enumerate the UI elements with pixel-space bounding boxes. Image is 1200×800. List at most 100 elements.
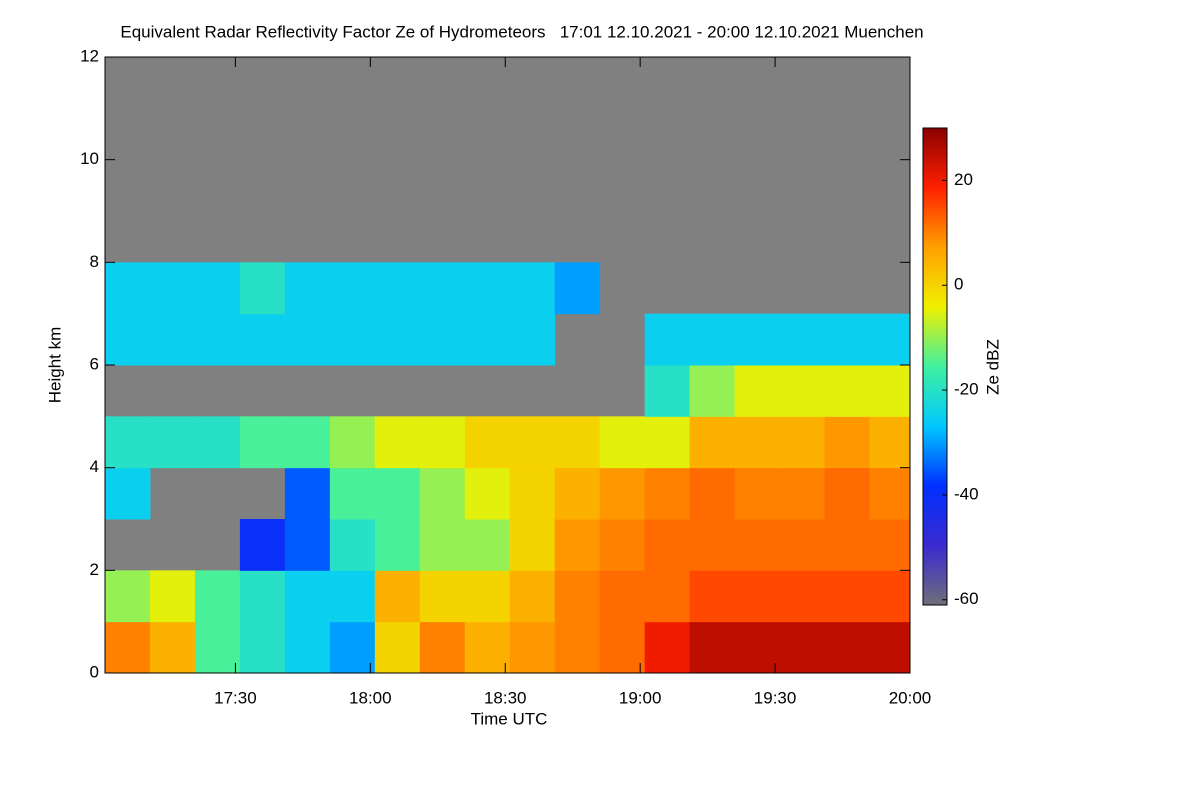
colorbar-label: Ze dBZ [983,339,1002,395]
heat-cell [194,416,241,469]
heat-cell [374,262,421,315]
heat-cell [419,621,466,674]
heat-cell [284,621,331,674]
heat-cell [734,365,781,417]
heat-cell [869,467,911,520]
heat-cell [644,416,691,469]
heat-cell [284,519,331,571]
heat-cell [374,570,421,623]
heat-cell [869,416,911,469]
heat-cell [509,621,556,674]
x-tick-label: 18:30 [484,688,527,707]
heat-cell [419,262,466,315]
heat-cell [149,570,196,623]
heat-cell [329,621,376,674]
heat-cell [689,467,736,520]
heat-cell [284,570,331,623]
y-tick-label: 0 [90,662,99,681]
heat-cell [419,313,466,366]
heat-cell [734,570,781,623]
heat-cell [374,621,421,674]
colorbar-tick-label: -20 [954,380,979,399]
x-tick-label: 20:00 [889,688,932,707]
heat-cell [419,519,466,571]
heat-cell [329,570,376,623]
heat-cell [824,467,871,520]
heat-cell [689,621,736,674]
heat-cell [779,416,826,469]
heat-cell [734,467,781,520]
colorbar [922,127,948,606]
heat-cell [779,365,826,417]
heat-cell [329,467,376,520]
heat-cell [644,570,691,623]
heat-cell [105,416,151,469]
heat-cell [149,621,196,674]
heat-cell [599,519,646,571]
heat-cell [284,416,331,469]
heat-cell [869,570,911,623]
heat-cell [374,467,421,520]
heat-cell [599,416,646,469]
x-axis-label: Time UTC [471,709,548,728]
colorbar-tick-label: -60 [954,589,979,608]
heat-cell [824,621,871,674]
heat-cell [509,262,556,315]
heat-cell [194,621,241,674]
heat-cell [374,519,421,571]
heat-cell [105,467,151,520]
heat-cell [689,313,736,366]
heat-cell [599,570,646,623]
heat-cell [149,416,196,469]
heat-cell [509,416,556,469]
heat-cell [644,519,691,571]
y-tick-label: 8 [90,252,99,271]
y-tick-label: 10 [80,149,99,168]
heat-cell [239,570,286,623]
colorbar-tick-label: 20 [954,170,973,189]
heat-cell [194,313,241,366]
heat-cell [149,262,196,315]
heat-cell [689,416,736,469]
heat-cell [105,621,151,674]
heat-cell [239,313,286,366]
heat-cell [464,262,511,315]
heat-cell [644,365,691,417]
y-tick-label: 6 [90,354,99,373]
chart-title: Equivalent Radar Reflectivity Factor Ze … [120,22,923,41]
heat-cell [554,519,601,571]
heat-cell [554,570,601,623]
heat-cell [329,519,376,571]
heat-cell [689,570,736,623]
heat-cell [194,262,241,315]
heat-cell [734,621,781,674]
heat-cell [239,416,286,469]
heat-cell [554,262,601,315]
heat-cell [644,621,691,674]
x-tick-label: 17:30 [214,688,257,707]
colorbar-tick-label: 0 [954,275,963,294]
heat-cell [329,313,376,366]
heat-cell [734,313,781,366]
heat-cell [194,570,241,623]
heat-cell [554,467,601,520]
heat-cell [284,262,331,315]
heat-cell [105,262,151,315]
heat-cell [869,365,911,417]
heat-cell [734,416,781,469]
heat-cell [239,621,286,674]
heat-cell [509,467,556,520]
heat-cell [824,365,871,417]
x-tick-label: 18:00 [349,688,392,707]
heat-cell [554,416,601,469]
heat-cell [419,416,466,469]
heat-cell [239,519,286,571]
heat-cell [464,416,511,469]
heat-cell [779,467,826,520]
heat-cell [689,519,736,571]
heat-cell [464,570,511,623]
heat-cell [509,570,556,623]
heat-cell [599,467,646,520]
heat-cell [149,313,196,366]
